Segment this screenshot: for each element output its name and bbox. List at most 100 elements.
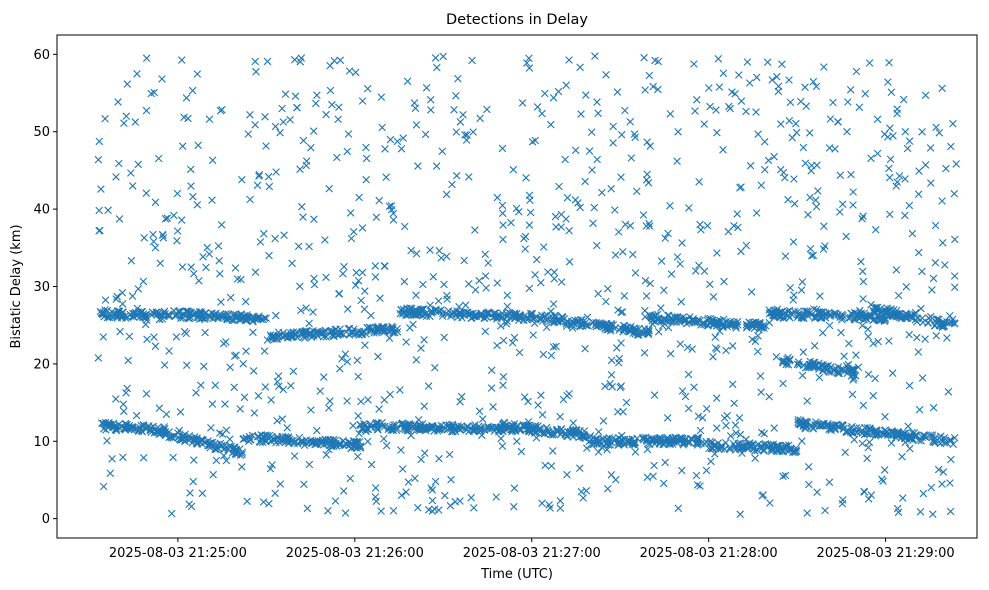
detection-point bbox=[684, 370, 693, 379]
detection-point bbox=[334, 331, 343, 339]
detection-point bbox=[420, 336, 428, 344]
y-tick-label: 10 bbox=[33, 435, 50, 450]
detection-point bbox=[228, 449, 237, 457]
detection-point bbox=[216, 429, 224, 437]
detection-point bbox=[663, 316, 671, 325]
detection-point bbox=[419, 280, 427, 289]
detection-point bbox=[826, 311, 835, 319]
detection-point bbox=[137, 426, 146, 435]
detection-point bbox=[665, 311, 673, 320]
detection-point bbox=[825, 478, 834, 487]
y-tick-label: 20 bbox=[33, 357, 50, 372]
detection-point bbox=[341, 509, 350, 517]
detection-point bbox=[866, 424, 874, 433]
detection-point bbox=[347, 234, 356, 243]
detection-point bbox=[674, 128, 682, 136]
detection-point bbox=[491, 309, 499, 318]
detection-point bbox=[312, 99, 320, 108]
detection-point bbox=[131, 118, 140, 126]
detection-point bbox=[864, 495, 873, 503]
detection-point bbox=[611, 251, 620, 259]
detection-point bbox=[693, 96, 701, 104]
detection-point bbox=[549, 300, 558, 308]
detection-point bbox=[217, 221, 226, 229]
detection-point bbox=[471, 286, 480, 294]
detection-point bbox=[377, 93, 386, 101]
detection-point bbox=[792, 446, 800, 455]
detection-point bbox=[238, 463, 246, 471]
axes-group: 0 10 20 30 40 50 60 2025-08-03 21:25:00 2025-08-… bbox=[33, 48, 954, 561]
detection-point bbox=[525, 54, 533, 63]
detection-point bbox=[836, 208, 844, 216]
detection-point bbox=[331, 497, 340, 505]
detection-point bbox=[525, 221, 534, 229]
detection-point bbox=[759, 446, 768, 454]
detection-point bbox=[199, 253, 207, 261]
detection-point bbox=[411, 306, 420, 314]
detection-point bbox=[222, 426, 231, 434]
detection-point bbox=[263, 57, 272, 66]
detection-point bbox=[693, 481, 702, 489]
detection-point bbox=[432, 305, 440, 313]
detection-point bbox=[870, 303, 878, 312]
detection-point bbox=[550, 317, 558, 325]
detection-point bbox=[186, 165, 195, 174]
detection-point bbox=[894, 508, 903, 517]
detection-point bbox=[707, 457, 715, 466]
detection-point bbox=[284, 437, 293, 446]
detection-point bbox=[351, 281, 360, 289]
detection-point bbox=[160, 361, 169, 369]
detection-point bbox=[667, 270, 676, 278]
detection-point bbox=[290, 55, 299, 64]
detection-point bbox=[388, 423, 397, 431]
detection-point bbox=[148, 308, 157, 316]
detection-point bbox=[602, 297, 610, 306]
detection-point bbox=[860, 487, 868, 496]
detection-point bbox=[515, 313, 523, 322]
detection-point bbox=[894, 427, 902, 436]
detection-point bbox=[97, 185, 105, 193]
detection-point bbox=[255, 437, 264, 446]
detection-point bbox=[852, 67, 861, 76]
detection-point bbox=[253, 181, 262, 190]
detection-point bbox=[586, 432, 595, 440]
detection-point bbox=[434, 297, 443, 305]
detection-point bbox=[547, 462, 556, 470]
detection-point bbox=[372, 418, 381, 427]
detection-point bbox=[260, 314, 269, 322]
detection-point bbox=[169, 453, 177, 462]
detection-point bbox=[691, 267, 700, 275]
detection-point bbox=[493, 193, 502, 202]
detection-point bbox=[510, 502, 518, 511]
detection-point bbox=[508, 338, 517, 347]
detection-point bbox=[907, 311, 916, 319]
detection-point bbox=[642, 436, 651, 444]
detection-point bbox=[908, 229, 917, 238]
detection-point bbox=[498, 201, 507, 210]
detection-point bbox=[736, 430, 745, 439]
detection-point bbox=[403, 311, 412, 319]
detection-point bbox=[189, 310, 197, 319]
detection-point bbox=[594, 428, 603, 436]
detection-point bbox=[378, 123, 386, 132]
detection-point bbox=[205, 250, 214, 258]
detection-point bbox=[499, 419, 507, 428]
detection-point bbox=[824, 420, 832, 428]
detection-point bbox=[481, 272, 490, 280]
detection-point bbox=[871, 225, 880, 234]
detection-point bbox=[259, 229, 268, 238]
detection-point bbox=[773, 305, 782, 314]
detection-point bbox=[528, 309, 537, 318]
detection-point bbox=[151, 342, 160, 350]
detection-point bbox=[947, 142, 955, 151]
detection-point bbox=[469, 312, 478, 321]
detection-point bbox=[782, 442, 791, 451]
detection-point bbox=[405, 426, 413, 435]
detection-point bbox=[181, 430, 189, 439]
detection-point bbox=[206, 441, 214, 450]
detection-point bbox=[312, 328, 320, 336]
detection-point bbox=[116, 327, 124, 336]
detection-point bbox=[735, 71, 743, 79]
detection-point bbox=[167, 509, 176, 518]
detection-point bbox=[188, 86, 197, 95]
